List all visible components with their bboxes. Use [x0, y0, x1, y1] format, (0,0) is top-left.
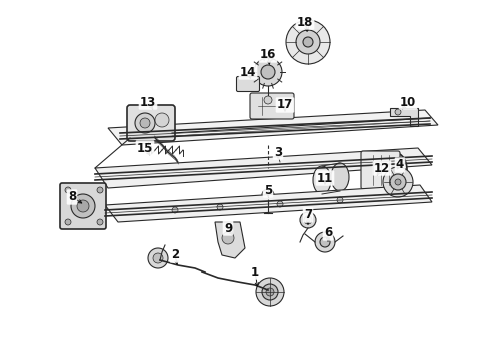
- Circle shape: [256, 278, 284, 306]
- Text: 3: 3: [274, 145, 282, 158]
- Text: 15: 15: [137, 141, 153, 154]
- Circle shape: [266, 288, 274, 296]
- Text: 4: 4: [396, 158, 404, 171]
- Text: 11: 11: [317, 171, 333, 184]
- FancyBboxPatch shape: [361, 151, 400, 189]
- Polygon shape: [105, 185, 432, 222]
- Circle shape: [254, 58, 282, 86]
- Polygon shape: [95, 148, 432, 188]
- Ellipse shape: [390, 160, 402, 180]
- Circle shape: [264, 96, 272, 104]
- Circle shape: [383, 167, 413, 197]
- Circle shape: [265, 192, 271, 198]
- Circle shape: [262, 189, 274, 201]
- Circle shape: [135, 113, 155, 133]
- Text: 8: 8: [68, 190, 76, 203]
- Circle shape: [277, 201, 283, 207]
- Circle shape: [304, 216, 312, 224]
- Circle shape: [320, 237, 330, 247]
- Text: 7: 7: [304, 208, 312, 221]
- Polygon shape: [215, 222, 245, 258]
- Text: 12: 12: [374, 162, 390, 175]
- Text: 2: 2: [171, 248, 179, 261]
- Circle shape: [155, 113, 169, 127]
- Ellipse shape: [331, 163, 349, 191]
- Circle shape: [172, 207, 178, 213]
- Circle shape: [153, 253, 163, 263]
- FancyBboxPatch shape: [250, 93, 294, 119]
- Polygon shape: [108, 110, 438, 145]
- Text: 13: 13: [140, 95, 156, 108]
- FancyBboxPatch shape: [127, 105, 175, 141]
- Text: 17: 17: [277, 99, 293, 112]
- Polygon shape: [390, 108, 418, 126]
- Text: 5: 5: [264, 184, 272, 197]
- Circle shape: [222, 232, 234, 244]
- Circle shape: [395, 179, 401, 185]
- Text: 9: 9: [224, 221, 232, 234]
- Circle shape: [140, 118, 150, 128]
- Circle shape: [77, 200, 89, 212]
- Circle shape: [261, 65, 275, 79]
- Circle shape: [148, 248, 168, 268]
- Circle shape: [395, 109, 401, 115]
- Circle shape: [65, 187, 71, 193]
- Circle shape: [315, 232, 335, 252]
- Text: 18: 18: [297, 15, 313, 28]
- FancyBboxPatch shape: [60, 183, 106, 229]
- Text: 10: 10: [400, 95, 416, 108]
- Circle shape: [97, 187, 103, 193]
- Circle shape: [65, 219, 71, 225]
- Ellipse shape: [313, 166, 331, 194]
- Text: 14: 14: [240, 66, 256, 78]
- Circle shape: [303, 37, 313, 47]
- Circle shape: [97, 219, 103, 225]
- Circle shape: [217, 204, 223, 210]
- Text: 16: 16: [260, 49, 276, 62]
- Text: 6: 6: [324, 226, 332, 239]
- Text: 1: 1: [251, 266, 259, 279]
- Circle shape: [71, 194, 95, 218]
- Circle shape: [262, 284, 278, 300]
- Ellipse shape: [385, 153, 407, 187]
- Circle shape: [300, 212, 316, 228]
- FancyBboxPatch shape: [237, 77, 260, 91]
- Circle shape: [390, 174, 406, 190]
- Circle shape: [337, 197, 343, 203]
- Circle shape: [286, 20, 330, 64]
- Circle shape: [296, 30, 320, 54]
